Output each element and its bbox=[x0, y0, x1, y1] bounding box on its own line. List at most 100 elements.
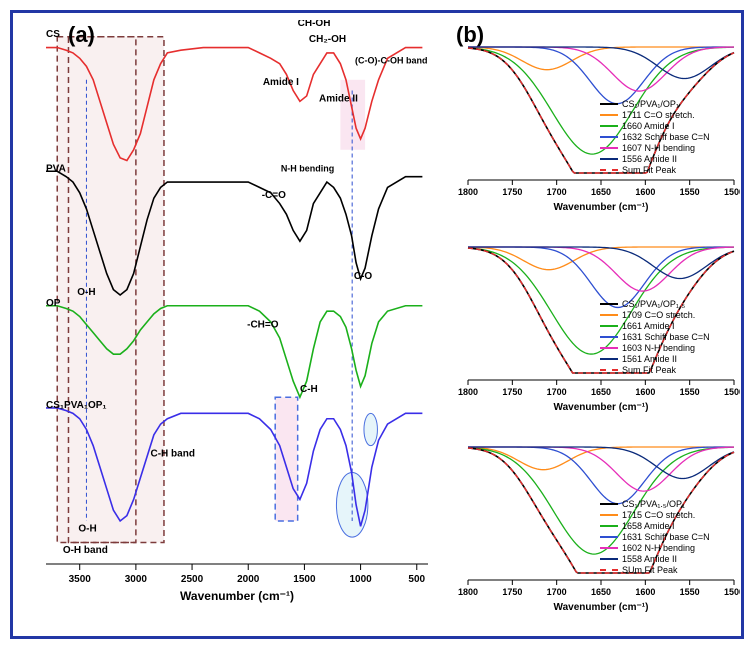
b3-legend-swatch-6 bbox=[600, 569, 618, 571]
b2-xtick-1600: 1600 bbox=[635, 387, 655, 397]
b3-legend-item-0: CS₁/PVA₁.₅/OP₁ bbox=[600, 499, 710, 509]
panel-a-plot: 500100015002000250030003500Wavenumber (c… bbox=[24, 20, 434, 610]
panel-b-plot: (b)1500155016001650170017501800Wavenumbe… bbox=[450, 20, 740, 620]
b2-legend-item-6: Sum Fit Peak bbox=[600, 365, 710, 375]
b3-legend-item-4: 1602 N-H bending bbox=[600, 543, 710, 553]
ann-ch: C-H bbox=[300, 384, 318, 395]
b2-legend-item-4: 1603 N-H bending bbox=[600, 343, 710, 353]
label-mix: CS₁PVA₁OP₁ bbox=[46, 400, 107, 411]
b3-legend-label-4: 1602 N-H bending bbox=[622, 543, 695, 553]
b2-peak-3 bbox=[468, 247, 734, 291]
b1-legend-label-4: 1607 N-H bending bbox=[622, 143, 695, 153]
b3-xtick-1550: 1550 bbox=[680, 587, 700, 597]
b1-legend-label-2: 1660 Amide I bbox=[622, 121, 675, 131]
b2-legend-swatch-5 bbox=[600, 358, 618, 360]
xtick-2500: 2500 bbox=[181, 574, 204, 585]
b1-legend-label-6: Sum Fit Peak bbox=[622, 165, 676, 175]
b1-legend-swatch-6 bbox=[600, 169, 618, 171]
b2-legend-item-0: CS₁/PVA₁/OP₁.₅ bbox=[600, 299, 710, 309]
b3-x-axis-label: Wavenumber (cm⁻¹) bbox=[554, 602, 649, 613]
b1-legend-item-2: 1660 Amide I bbox=[600, 121, 710, 131]
b2-legend-label-4: 1603 N-H bending bbox=[622, 343, 695, 353]
ann-co-coh: (C-O)-C-OH band bbox=[355, 56, 427, 66]
b3-legend-label-5: 1558 Amide II bbox=[622, 554, 677, 564]
b1-legend-label-0: CS₁/PVA₁/OP₁ bbox=[622, 99, 679, 109]
xtick-3500: 3500 bbox=[69, 574, 92, 585]
b2-legend-label-5: 1561 Amide II bbox=[622, 354, 677, 364]
blue-ellipse-small bbox=[364, 413, 377, 445]
b1-xtick-1650: 1650 bbox=[591, 187, 611, 197]
b3-xtick-1700: 1700 bbox=[547, 587, 567, 597]
b3-legend-swatch-1 bbox=[600, 514, 618, 516]
b2-legend-label-6: Sum Fit Peak bbox=[622, 365, 676, 375]
ann-oh-pva: O-H bbox=[77, 287, 95, 298]
b1-legend-swatch-2 bbox=[600, 125, 618, 127]
ann-ch2oh: CH₂-OH bbox=[309, 34, 346, 45]
b1-legend-item-3: 1632 Schiff base C=N bbox=[600, 132, 710, 142]
b3-peak-3 bbox=[468, 447, 734, 491]
label-op: OP bbox=[46, 298, 61, 309]
b2-legend-swatch-2 bbox=[600, 325, 618, 327]
b3-legend-item-6: SUm Fit Peak bbox=[600, 565, 710, 575]
b3-legend-label-0: CS₁/PVA₁.₅/OP₁ bbox=[622, 499, 685, 509]
b2-legend-item-5: 1561 Amide II bbox=[600, 354, 710, 364]
ann-cho: -CH=O bbox=[247, 319, 279, 330]
b2-legend-label-2: 1661 Amide I bbox=[622, 321, 675, 331]
b2-xtick-1650: 1650 bbox=[591, 387, 611, 397]
b2-xtick-1750: 1750 bbox=[502, 387, 522, 397]
b1-legend-swatch-1 bbox=[600, 114, 618, 116]
b2-legend-label-3: 1631 Schiff base C=N bbox=[622, 332, 710, 342]
ann-c-o: -C=O bbox=[262, 190, 286, 201]
b2-xtick-1500: 1500 bbox=[724, 387, 740, 397]
xtick-2000: 2000 bbox=[237, 574, 260, 585]
x-axis-label-a: Wavenumber (cm⁻¹) bbox=[180, 589, 294, 603]
b2-legend-item-3: 1631 Schiff base C=N bbox=[600, 332, 710, 342]
b1-xtick-1550: 1550 bbox=[680, 187, 700, 197]
b2-legend-swatch-6 bbox=[600, 369, 618, 371]
b3-legend-item-1: 1715 C=O stretch. bbox=[600, 510, 710, 520]
b3-xtick-1600: 1600 bbox=[635, 587, 655, 597]
b1-legend: CS₁/PVA₁/OP₁1711 C=O stretch.1660 Amide … bbox=[600, 99, 710, 176]
label-pva: PVA bbox=[46, 163, 66, 174]
b1-legend-item-1: 1711 C=O stretch. bbox=[600, 110, 710, 120]
ann-oh-band: O-H band bbox=[63, 545, 108, 556]
b3-legend-swatch-0 bbox=[600, 503, 618, 505]
xtick-1000: 1000 bbox=[349, 574, 372, 585]
b3-xtick-1650: 1650 bbox=[591, 587, 611, 597]
b1-legend-item-6: Sum Fit Peak bbox=[600, 165, 710, 175]
b3-legend-swatch-4 bbox=[600, 547, 618, 549]
b3-xtick-1750: 1750 bbox=[502, 587, 522, 597]
b1-legend-label-1: 1711 C=O stretch. bbox=[622, 110, 695, 120]
xtick-500: 500 bbox=[408, 574, 425, 585]
b3-legend-swatch-2 bbox=[600, 525, 618, 527]
b1-legend-item-5: 1556 Amide II bbox=[600, 154, 710, 164]
b1-legend-swatch-0 bbox=[600, 103, 618, 105]
b3-xtick-1800: 1800 bbox=[458, 587, 478, 597]
b3-legend-item-2: 1658 Amide I bbox=[600, 521, 710, 531]
xtick-1500: 1500 bbox=[293, 574, 316, 585]
b3-xtick-1500: 1500 bbox=[724, 587, 740, 597]
ann-amide2: Amide II bbox=[319, 93, 358, 104]
b2-xtick-1800: 1800 bbox=[458, 387, 478, 397]
mixture-pink-box bbox=[275, 397, 297, 521]
b2-x-axis-label: Wavenumber (cm⁻¹) bbox=[554, 402, 649, 413]
b2-peak-4 bbox=[468, 247, 734, 278]
b2-legend: CS₁/PVA₁/OP₁.₅1709 C=O stretch.1661 Amid… bbox=[600, 299, 710, 376]
b2-legend-swatch-3 bbox=[600, 336, 618, 338]
b2-xtick-1700: 1700 bbox=[547, 387, 567, 397]
b2-legend-item-1: 1709 C=O stretch. bbox=[600, 310, 710, 320]
b1-legend-swatch-4 bbox=[600, 147, 618, 149]
b2-legend-label-0: CS₁/PVA₁/OP₁.₅ bbox=[622, 299, 685, 309]
b3-legend-swatch-5 bbox=[600, 558, 618, 560]
b1-legend-label-5: 1556 Amide II bbox=[622, 154, 677, 164]
oh-band-box bbox=[57, 37, 164, 543]
b2-legend-label-1: 1709 C=O stretch. bbox=[622, 310, 695, 320]
b3-legend-label-2: 1658 Amide I bbox=[622, 521, 675, 531]
b3-legend-label-3: 1631 Schiff base C=N bbox=[622, 532, 710, 542]
b1-xtick-1500: 1500 bbox=[724, 187, 740, 197]
b1-xtick-1800: 1800 bbox=[458, 187, 478, 197]
b1-peak-2 bbox=[468, 47, 734, 104]
ann-choh: CH-OH bbox=[298, 20, 331, 29]
b3-legend-label-1: 1715 C=O stretch. bbox=[622, 510, 695, 520]
ann-oh-mix: O-H bbox=[78, 524, 96, 535]
